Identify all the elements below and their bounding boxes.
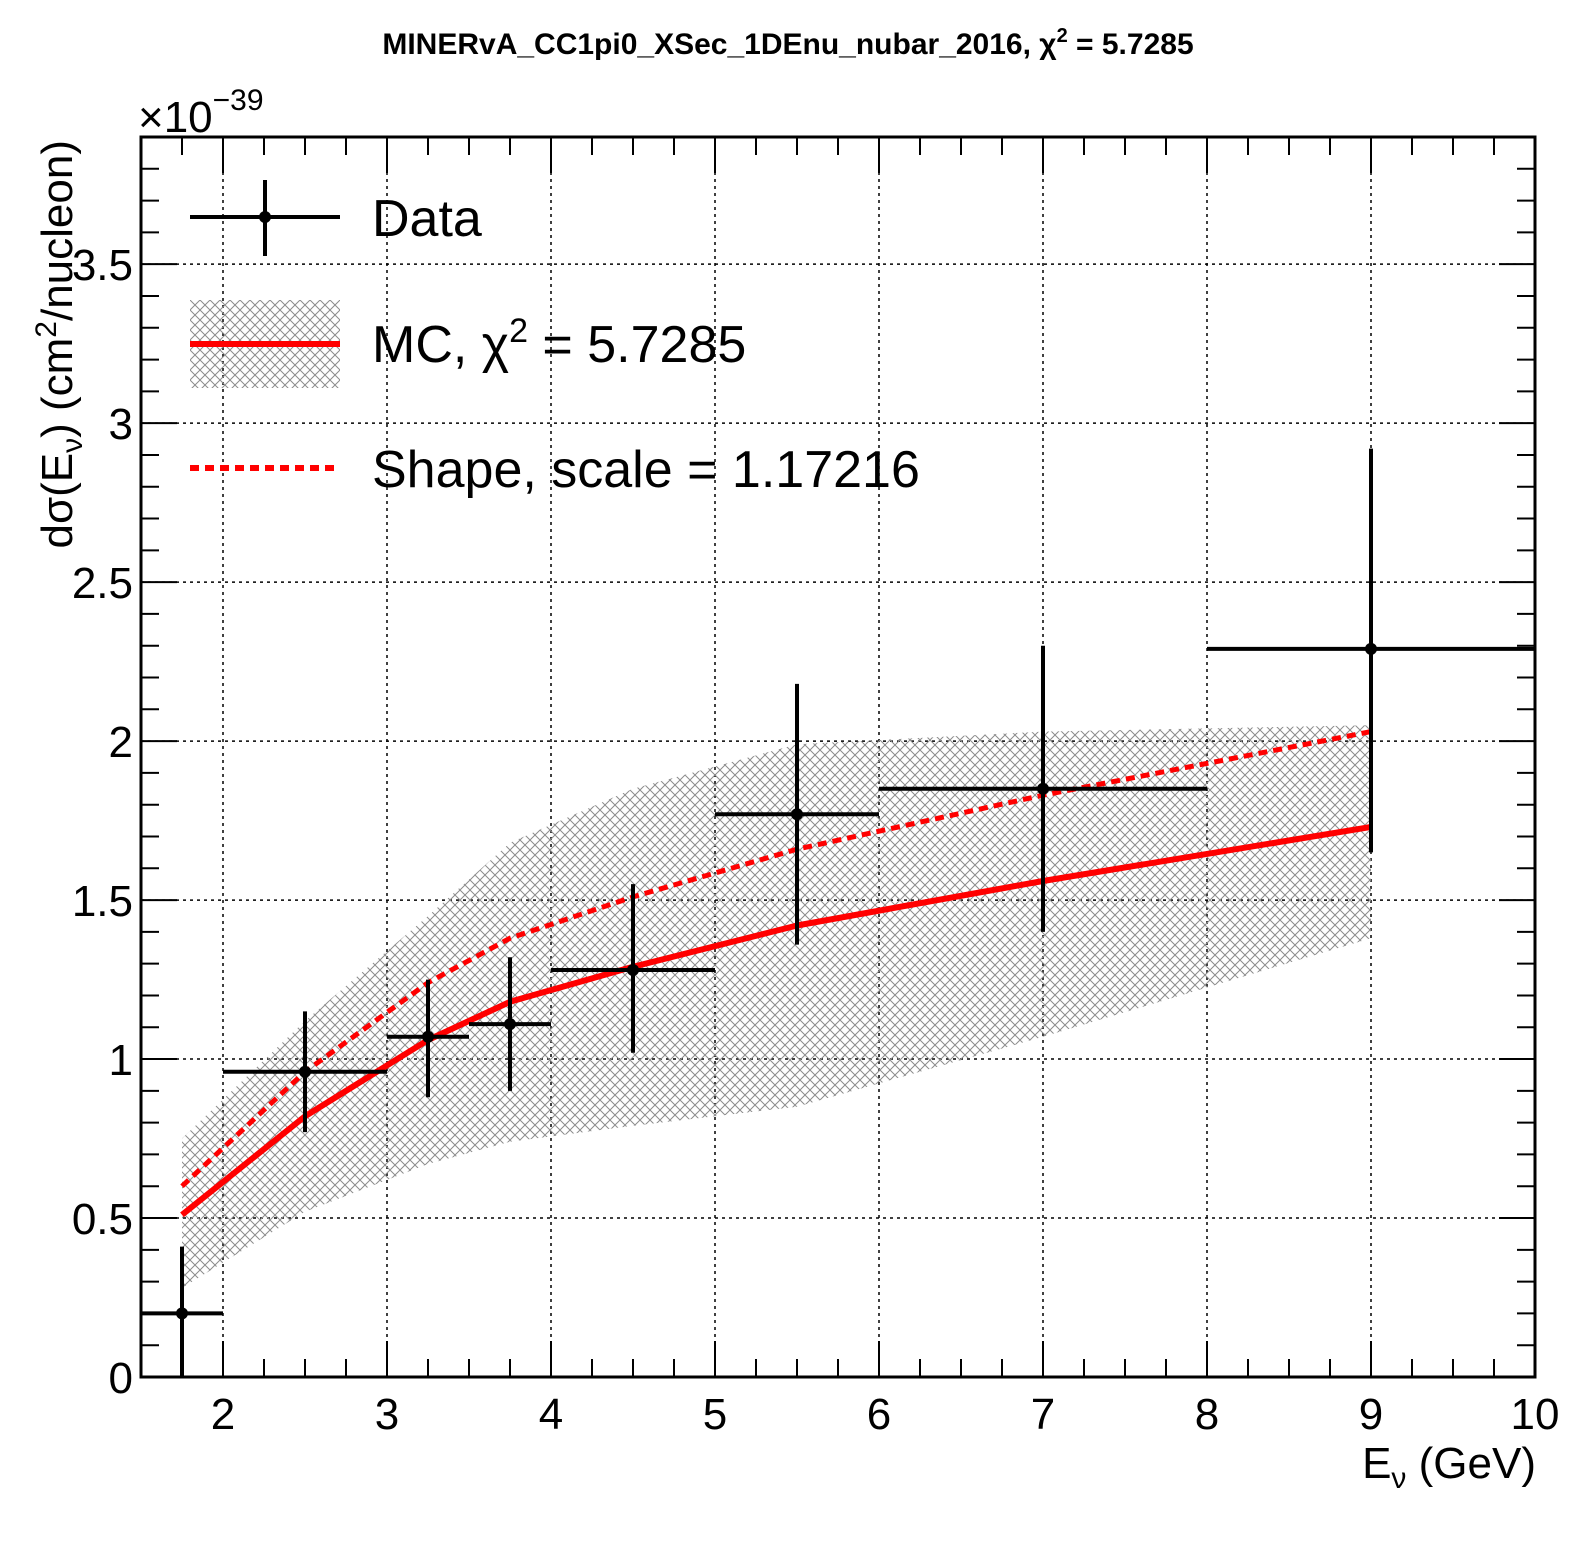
x-axis-title-main: E xyxy=(1362,1439,1391,1488)
chart-title-prefix: MINERvA_CC1pi0_XSec_1DEnu_nubar_2016, χ xyxy=(382,28,1057,61)
x-axis-title-rest: (GeV) xyxy=(1406,1439,1536,1488)
y-tick-label: 2 xyxy=(109,718,133,767)
mc-band-area xyxy=(182,725,1371,1288)
legend-item-shape: Shape, scale = 1.17216 xyxy=(190,441,920,499)
chart-title: MINERvA_CC1pi0_XSec_1DEnu_nubar_2016, χ2… xyxy=(382,25,1193,61)
y-axis-title-sup: 2 xyxy=(30,321,63,338)
mc-uncertainty-band xyxy=(182,725,1371,1288)
y-tick-label: 2.5 xyxy=(72,559,133,608)
y-axis-title-b: ) (cm xyxy=(33,338,82,438)
chart-title-sup: 2 xyxy=(1057,25,1068,47)
data-marker xyxy=(422,1031,434,1043)
y-axis-title-sub: ν xyxy=(56,438,89,453)
x-tick-label: 8 xyxy=(1195,1390,1219,1439)
y-multiplier-exp: −39 xyxy=(213,84,264,117)
legend-mc-label-suffix: = 5.7285 xyxy=(528,316,746,374)
y-tick-label: 1.5 xyxy=(72,877,133,926)
x-tick-label: 7 xyxy=(1031,1390,1055,1439)
legend-data-marker xyxy=(259,211,271,223)
data-marker xyxy=(627,964,639,976)
y-axis-multiplier: ×10−39 xyxy=(138,84,264,142)
legend-item-mc: MC, χ2 = 5.7285 xyxy=(190,300,746,388)
x-tick-label: 2 xyxy=(211,1390,235,1439)
legend-item-data: Data xyxy=(190,180,482,256)
chart-title-suffix: = 5.7285 xyxy=(1068,28,1194,61)
legend-shape-label: Shape, scale = 1.17216 xyxy=(372,441,920,499)
x-axis-title-sub: ν xyxy=(1391,1462,1406,1495)
y-tick-label: 3 xyxy=(109,400,133,449)
x-tick-label: 4 xyxy=(539,1390,563,1439)
legend-mc-label: MC, χ2 = 5.7285 xyxy=(372,312,746,374)
y-tick-label: 0 xyxy=(109,1354,133,1403)
x-tick-label: 3 xyxy=(375,1390,399,1439)
legend: Data MC, χ2 = 5.7285 Shape, scale = 1.17… xyxy=(190,180,920,499)
data-marker xyxy=(299,1066,311,1078)
x-tick-label: 6 xyxy=(867,1390,891,1439)
y-axis-title-a: dσ(E xyxy=(33,453,82,549)
data-marker xyxy=(504,1018,516,1030)
legend-data-label: Data xyxy=(372,190,482,248)
data-marker xyxy=(1365,643,1377,655)
legend-mc-label-sup: 2 xyxy=(509,312,528,350)
y-tick-label: 1 xyxy=(109,1036,133,1085)
y-multiplier-base: ×10 xyxy=(138,93,213,142)
y-axis-title: dσ(Eν) (cm2/nucleon) xyxy=(30,140,89,549)
x-axis-title: Eν (GeV) xyxy=(1362,1439,1536,1495)
x-tick-label: 10 xyxy=(1511,1390,1560,1439)
y-axis-title-c: /nucleon) xyxy=(33,140,82,321)
legend-mc-label-prefix: MC, χ xyxy=(372,316,509,374)
data-marker xyxy=(791,808,803,820)
y-tick-label: 0.5 xyxy=(72,1195,133,1244)
data-marker xyxy=(176,1307,188,1319)
x-tick-label: 9 xyxy=(1359,1390,1383,1439)
x-tick-label: 5 xyxy=(703,1390,727,1439)
data-marker xyxy=(1037,783,1049,795)
